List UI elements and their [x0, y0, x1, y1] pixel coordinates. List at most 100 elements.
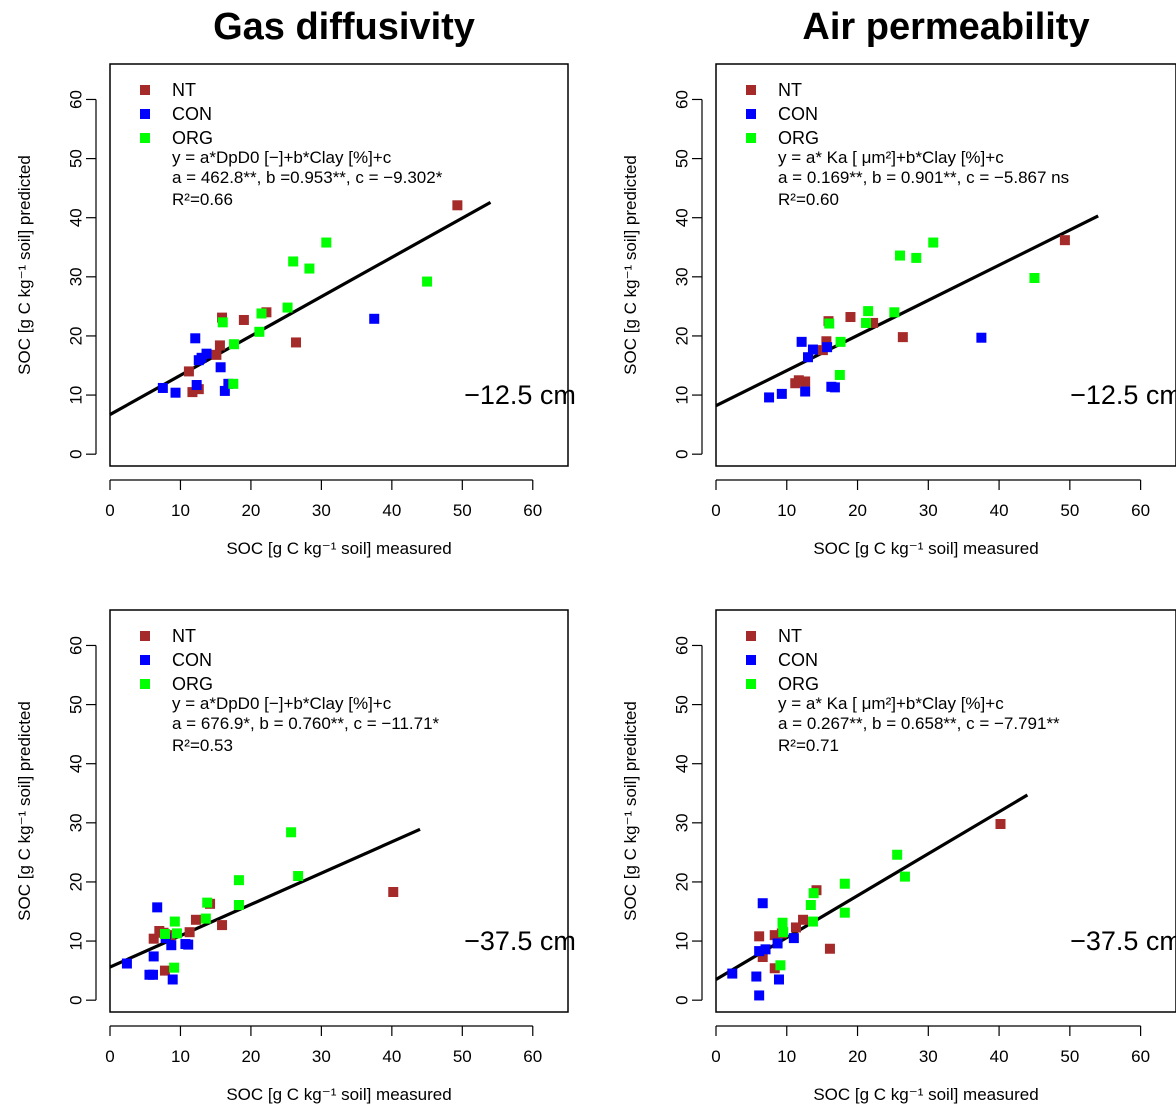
x-tick-label: 0: [711, 501, 720, 520]
depth-label: −12.5 cm: [1070, 380, 1176, 410]
data-point-nt: [757, 952, 768, 963]
legend-marker-nt: [140, 85, 150, 95]
data-point-con: [976, 332, 987, 343]
regression-line: [715, 214, 1099, 408]
y-axis-label: SOC [g C kg⁻¹ soil] predicted: [621, 701, 640, 921]
x-tick-label: 10: [171, 501, 190, 520]
data-point-con: [822, 342, 833, 353]
legend-marker-con: [746, 655, 756, 665]
coefficients-annotation: a = 0.169**, b = 0.901**, c = −5.867 ns: [778, 168, 1069, 187]
y-tick-label: 0: [673, 995, 692, 1004]
data-point-org: [775, 960, 786, 971]
x-axis-label: SOC [g C kg⁻¹ soil] measured: [813, 539, 1038, 558]
x-tick-label: 10: [777, 501, 796, 520]
y-tick-label: 20: [673, 326, 692, 345]
x-axis-label: SOC [g C kg⁻¹ soil] measured: [226, 539, 451, 558]
data-point-con: [773, 974, 784, 985]
y-tick-label: 10: [673, 932, 692, 951]
legend-label-nt: NT: [172, 626, 196, 646]
equation-annotation: y = a* Ka [ μm²]+b*Clay [%]+c: [778, 694, 1004, 713]
data-point-con: [803, 352, 813, 363]
legend-marker-nt: [140, 631, 150, 641]
data-point-con: [751, 971, 762, 982]
legend-label-org: ORG: [172, 674, 213, 694]
data-point-con: [796, 336, 807, 347]
coefficients-annotation: a = 676.9*, b = 0.760**, c = −11.71*: [172, 714, 440, 733]
x-tick-label: 10: [777, 1047, 796, 1066]
x-tick-label: 10: [171, 1047, 190, 1066]
x-tick-label: 30: [919, 1047, 938, 1066]
data-point-org: [293, 871, 304, 882]
r-squared-annotation: R²=0.60: [778, 190, 839, 209]
x-tick-label: 0: [105, 501, 114, 520]
equation-annotation: y = a*DpD0 [−]+b*Clay [%]+c: [172, 694, 392, 713]
x-tick-label: 40: [990, 1047, 1009, 1066]
y-tick-label: 50: [673, 695, 692, 714]
data-point-nt: [183, 366, 194, 377]
plot-frame: [715, 63, 1176, 467]
data-point-con: [152, 902, 163, 913]
legend-marker-con: [140, 109, 150, 119]
x-tick-label: 30: [312, 1047, 331, 1066]
data-point-nt: [238, 314, 249, 325]
data-point-org: [1029, 273, 1040, 284]
data-point-org: [835, 336, 846, 347]
legend-label-con: CON: [172, 104, 212, 124]
data-point-nt: [148, 933, 159, 944]
legend-marker-con: [746, 109, 756, 119]
data-point-nt: [187, 387, 198, 398]
data-point-org: [171, 928, 182, 939]
data-point-org: [169, 962, 180, 973]
y-tick-label: 10: [67, 932, 86, 951]
coefficients-annotation: a = 462.8**, b =0.953**, c = −9.302*: [172, 168, 443, 187]
data-point-org: [169, 916, 180, 927]
data-point-org: [899, 871, 910, 882]
r-squared-annotation: R²=0.53: [172, 736, 233, 755]
legend-label-con: CON: [172, 650, 212, 670]
plot-frame: [715, 609, 1176, 1013]
data-point-nt: [291, 337, 302, 348]
data-point-con: [170, 387, 181, 398]
plot-frame: [109, 609, 569, 1013]
y-tick-label: 30: [673, 267, 692, 286]
data-point-nt: [897, 332, 908, 343]
data-point-org: [200, 913, 211, 924]
x-axis-label: SOC [g C kg⁻¹ soil] measured: [813, 1085, 1038, 1104]
y-tick-label: 60: [673, 636, 692, 655]
column-title-gas-diffusivity: Gas diffusivity: [213, 6, 475, 48]
data-point-org: [889, 307, 900, 318]
y-tick-label: 0: [673, 449, 692, 458]
data-point-con: [788, 933, 799, 944]
y-tick-label: 0: [67, 449, 86, 458]
legend-label-nt: NT: [778, 626, 802, 646]
y-tick-label: 60: [67, 90, 86, 109]
data-point-nt: [845, 312, 856, 323]
y-axis-label: SOC [g C kg⁻¹ soil] predicted: [15, 701, 34, 921]
data-point-nt: [159, 965, 170, 976]
y-tick-label: 30: [673, 813, 692, 832]
x-axis-label: SOC [g C kg⁻¹ soil] measured: [226, 1085, 451, 1104]
equation-annotation: y = a*DpD0 [−]+b*Clay [%]+c: [172, 148, 392, 167]
data-point-org: [217, 317, 228, 328]
y-tick-label: 30: [67, 813, 86, 832]
data-point-nt: [211, 349, 222, 360]
data-point-nt: [790, 922, 801, 933]
data-point-org: [228, 378, 239, 389]
data-point-org: [288, 256, 299, 267]
legend-marker-org: [746, 133, 756, 143]
y-tick-label: 60: [673, 90, 692, 109]
x-tick-label: 40: [382, 1047, 401, 1066]
data-point-nt: [190, 914, 201, 925]
data-point-org: [159, 928, 170, 939]
data-point-org: [778, 927, 789, 938]
x-tick-label: 60: [1131, 501, 1150, 520]
x-tick-label: 50: [453, 1047, 472, 1066]
plot-frame: [109, 63, 569, 467]
x-tick-label: 30: [312, 501, 331, 520]
data-point-nt: [154, 926, 165, 937]
data-point-nt: [1059, 235, 1070, 246]
regression-line: [109, 827, 421, 969]
data-point-nt: [800, 376, 811, 387]
data-point-org: [824, 318, 835, 329]
data-point-org: [892, 849, 903, 860]
